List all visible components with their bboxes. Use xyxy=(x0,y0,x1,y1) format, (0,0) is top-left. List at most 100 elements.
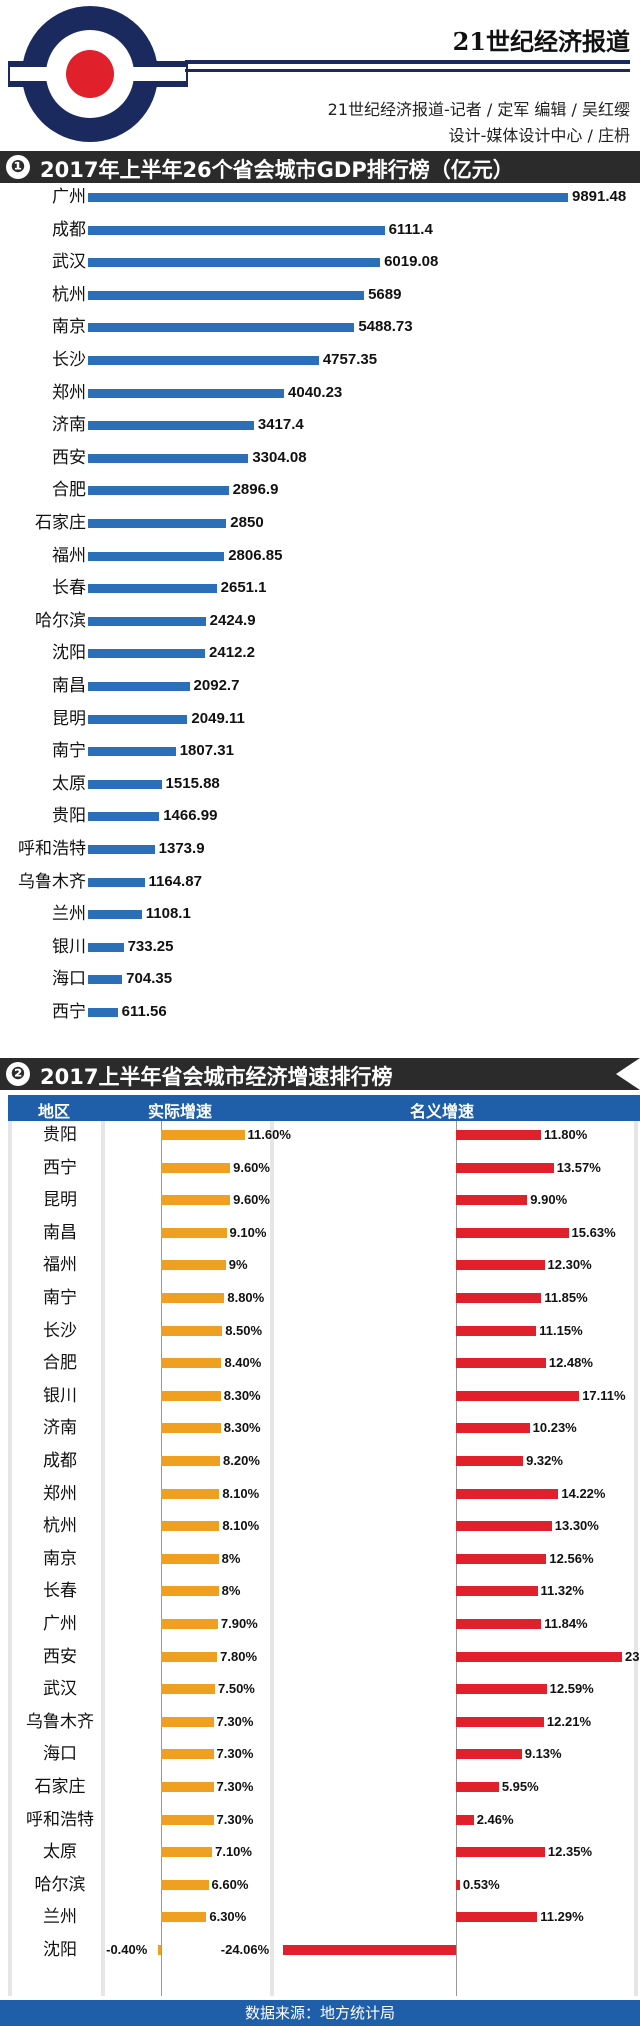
column-header-region: 地区 xyxy=(38,1102,71,1121)
nominal-growth-label: 17.11% xyxy=(582,1387,626,1403)
nominal-growth-bar xyxy=(456,1423,530,1434)
city-label: 成都 xyxy=(52,219,86,240)
real-growth-bar xyxy=(161,1684,215,1695)
nominal-growth-bar xyxy=(456,1912,538,1923)
city-label: 武汉 xyxy=(43,1679,77,1700)
city-label: 海口 xyxy=(43,1744,77,1765)
real-growth-label: 8.30% xyxy=(223,1387,261,1403)
city-label: 南京 xyxy=(52,317,86,338)
data-label: 1515.88 xyxy=(165,774,220,792)
city-label: 福州 xyxy=(43,1255,77,1276)
gdp-bar xyxy=(88,388,285,398)
gdp-bar xyxy=(88,584,217,594)
data-label: 1164.87 xyxy=(148,872,202,890)
city-label: 南宁 xyxy=(43,1288,77,1308)
gdp-bar xyxy=(88,845,155,854)
column-header-nominal-growth: 名义增速 xyxy=(410,1102,475,1121)
city-label: 石家庄 xyxy=(35,513,86,533)
gdp-bar xyxy=(88,486,229,496)
city-label: 武汉 xyxy=(52,252,86,273)
data-label: 2424.9 xyxy=(209,611,256,629)
nominal-growth-label: 12.21% xyxy=(546,1713,591,1729)
city-label: 乌鲁木齐 xyxy=(26,1711,94,1732)
real-growth-label: 8.80% xyxy=(227,1290,265,1305)
real-growth-label: 7.30% xyxy=(216,1811,254,1827)
nominal-growth-bar xyxy=(456,1227,569,1238)
real-growth-label: 7.50% xyxy=(218,1681,255,1697)
data-label: 1807.31 xyxy=(179,742,234,760)
data-label: 2806.85 xyxy=(228,546,283,564)
chart-title: 2017上半年省会城市经济增速排行榜 xyxy=(40,1065,393,1089)
real-growth-bar xyxy=(161,1521,220,1532)
column-divider xyxy=(8,1121,12,1996)
real-growth-label: 8.20% xyxy=(223,1453,260,1468)
nominal-growth-label: 12.35% xyxy=(547,1844,592,1860)
real-growth-label: 7.30% xyxy=(216,1746,254,1762)
real-growth-bar xyxy=(161,1390,221,1401)
city-label: 兰州 xyxy=(43,1907,77,1928)
city-label: 昆明 xyxy=(43,1190,77,1211)
city-label: 乌鲁木齐 xyxy=(18,871,86,892)
data-label: 733.25 xyxy=(127,937,174,955)
real-growth-label: 9.60% xyxy=(233,1192,270,1208)
city-label: 沈阳 xyxy=(52,643,86,664)
nominal-growth-label: 12.56% xyxy=(549,1550,594,1566)
real-growth-label: 8.10% xyxy=(222,1485,260,1501)
city-label: 南昌 xyxy=(43,1222,77,1243)
real-growth-bar xyxy=(161,1749,214,1760)
gdp-bar xyxy=(88,290,365,300)
nominal-growth-label: 14.22% xyxy=(561,1485,606,1501)
city-label: 贵阳 xyxy=(52,806,86,827)
header-rule xyxy=(185,60,630,64)
city-label: 银川 xyxy=(43,1385,77,1406)
real-growth-label: 7.30% xyxy=(216,1779,254,1794)
header: 21世纪经济报道 21世纪经济报道-记者 / 定军 编辑 / 吴红缨 设计-媒体… xyxy=(0,0,640,150)
nominal-growth-bar xyxy=(456,1814,474,1825)
gdp-bar xyxy=(88,421,254,431)
city-label: 杭州 xyxy=(52,284,86,305)
city-label: 长沙 xyxy=(43,1320,77,1341)
data-label: 704.35 xyxy=(126,970,173,988)
nominal-growth-bar xyxy=(456,1488,559,1499)
nominal-growth-label: 12.59% xyxy=(549,1681,594,1697)
nominal-growth-bar xyxy=(456,1879,460,1890)
city-label: 西宁 xyxy=(52,1002,86,1022)
nominal-growth-label: 11.85% xyxy=(544,1290,588,1305)
data-label: 1108.1 xyxy=(145,905,191,923)
data-label: 2896.9 xyxy=(232,481,279,499)
gdp-bar xyxy=(88,747,176,757)
city-label: 杭州 xyxy=(43,1516,77,1537)
nominal-growth-bar xyxy=(456,1130,541,1140)
gdp-bar xyxy=(88,551,225,561)
city-label: 长春 xyxy=(43,1581,77,1602)
nominal-growth-bar xyxy=(456,1749,522,1760)
real-growth-bar xyxy=(161,1456,221,1466)
real-growth-bar xyxy=(161,1325,223,1336)
nominal-growth-label: 0.53% xyxy=(462,1876,500,1892)
city-label: 昆明 xyxy=(52,708,86,729)
real-growth-label: 6.60% xyxy=(211,1876,249,1892)
real-growth-label: 9.60% xyxy=(233,1159,270,1175)
real-growth-label: 7.80% xyxy=(220,1648,258,1664)
data-label: 2651.1 xyxy=(220,579,267,597)
real-growth-label: 8% xyxy=(221,1583,241,1599)
column-divider xyxy=(634,1121,638,1996)
data-label: 611.56 xyxy=(121,1003,167,1020)
nominal-growth-bar xyxy=(456,1260,545,1271)
real-growth-bar xyxy=(161,1260,226,1271)
real-growth-label: 7.90% xyxy=(220,1616,258,1631)
nominal-growth-bar xyxy=(456,1521,552,1532)
nominal-growth-bar xyxy=(456,1195,528,1206)
nominal-growth-label: 5.95% xyxy=(501,1779,539,1794)
section-header-growth: ❷ 2017上半年省会城市经济增速排行榜 xyxy=(0,1058,640,1090)
city-label: 哈尔滨 xyxy=(34,1874,86,1895)
data-label: 5488.73 xyxy=(358,318,413,336)
city-label: 郑州 xyxy=(43,1483,77,1504)
real-growth-bar xyxy=(161,1423,221,1434)
real-growth-bar xyxy=(161,1293,225,1303)
data-label: 2049.11 xyxy=(191,709,245,727)
city-label: 长沙 xyxy=(52,350,86,370)
city-label: 海口 xyxy=(52,969,86,990)
nominal-growth-label: 10.23% xyxy=(532,1420,577,1436)
gdp-bar xyxy=(88,258,381,268)
